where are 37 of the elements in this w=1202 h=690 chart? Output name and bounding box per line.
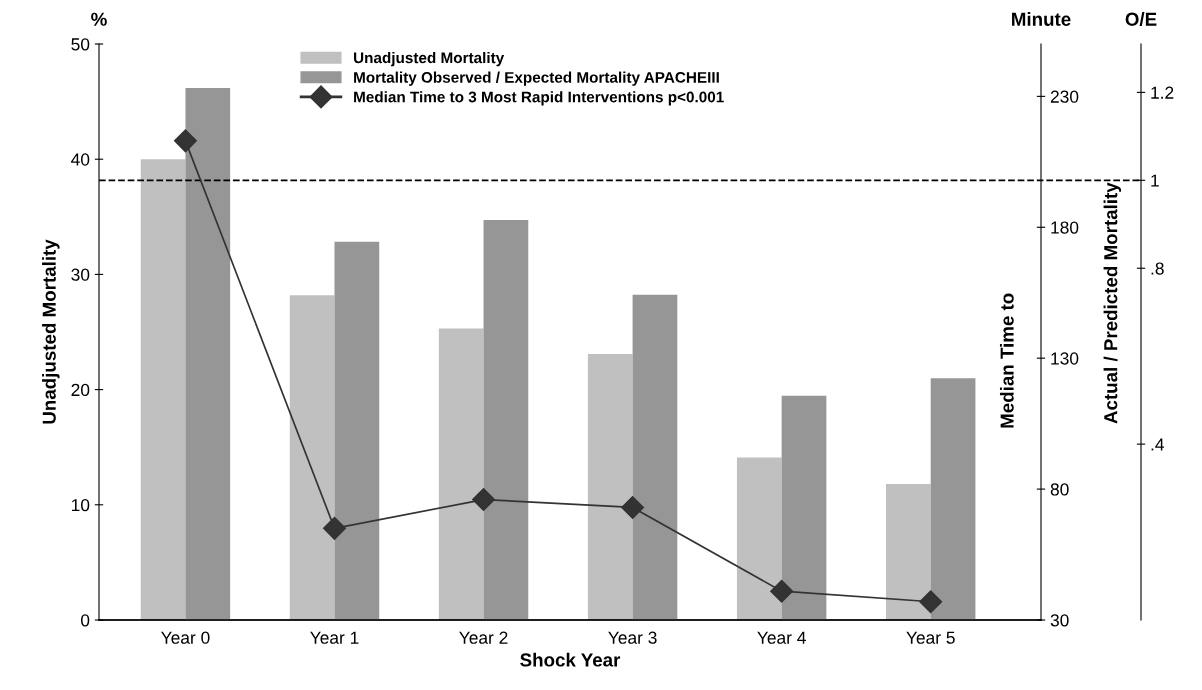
y2-tick-label: 230	[1050, 90, 1079, 103]
point	[173, 129, 197, 153]
y3-tick-label: 1.2	[1151, 86, 1174, 99]
y2-tick-label: 130	[1051, 352, 1079, 365]
x-tick-label: Year 4	[757, 631, 806, 644]
point	[621, 495, 645, 519]
point	[770, 579, 794, 603]
text: Minute	[1012, 12, 1071, 26]
y-tick-label: 30	[71, 268, 90, 281]
y-tick-label: 20	[71, 383, 90, 397]
x-axis-title: Shock Year	[520, 652, 621, 667]
x-tick-label: Year 0	[161, 631, 210, 644]
y-tick-label: 40	[71, 153, 90, 166]
point	[323, 516, 346, 540]
y-axis-title: Unadjusted Mortality	[42, 239, 60, 424]
y3-axis-title: Actual / Predicted Mortality	[1103, 182, 1122, 424]
text: %	[91, 12, 107, 26]
y-tick-label: 0	[81, 614, 90, 627]
x-tick-label: Year 3	[608, 631, 657, 644]
y2-tick-label: 30	[1050, 614, 1069, 627]
legend-label: Unadjusted Mortality	[354, 51, 505, 67]
x-tick-label: Year 2	[459, 631, 508, 644]
y3-tick-label: .4	[1151, 438, 1164, 451]
y3-tick-label: 1	[1151, 174, 1159, 187]
point	[919, 590, 943, 614]
x-tick-label: Year 1	[310, 631, 359, 644]
legend-label: Median Time to 3 Most Rapid Interventions p<0.001	[354, 91, 724, 106]
text: O/E	[1125, 12, 1157, 27]
y2-axis-title: Median Time to	[999, 293, 1014, 428]
y-tick-label: 50	[71, 38, 90, 51]
point	[472, 488, 496, 512]
legend-label: Mortality Observed / Expected Mortality APACHEIII	[354, 71, 719, 86]
y3-tick-label: .8	[1151, 262, 1164, 275]
y2-tick-label: 80	[1050, 483, 1069, 496]
x-tick-label: Year 5	[906, 631, 955, 644]
y2-tick-label: 180	[1051, 221, 1079, 234]
y-tick-label: 10	[71, 498, 90, 512]
